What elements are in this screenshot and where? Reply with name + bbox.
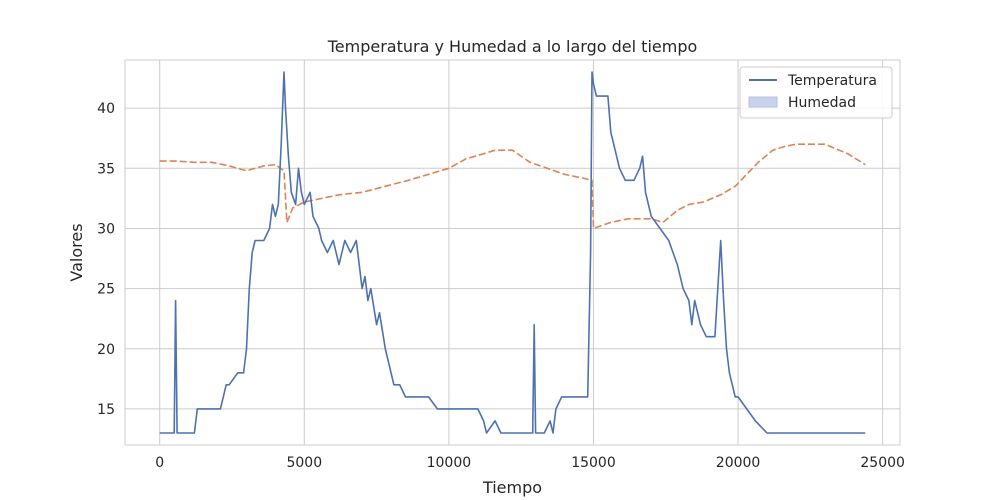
y-axis-label: Valores: [67, 223, 86, 281]
y-tick-label: 15: [97, 402, 115, 418]
x-tick-label: 5000: [286, 455, 322, 471]
y-tick-label: 20: [97, 342, 115, 358]
plot-area: [124, 59, 901, 446]
y-tick-label: 30: [97, 221, 115, 237]
x-axis-ticks: 0 5000 10000 15000 20000 25000: [155, 455, 905, 471]
x-tick-label: 10000: [427, 455, 472, 471]
x-axis-label: Tiempo: [482, 478, 542, 497]
grid-lines: [125, 60, 900, 445]
x-tick-label: 0: [155, 455, 164, 471]
legend-box: [739, 66, 893, 119]
y-tick-label: 40: [97, 101, 115, 117]
legend-humedad-label: Humedad: [788, 95, 856, 111]
x-tick-label: 15000: [571, 455, 616, 471]
legend-humedad-swatch: [748, 96, 778, 108]
legend: Temperatura Humedad: [739, 66, 893, 119]
y-tick-label: 35: [97, 161, 115, 177]
x-tick-label: 25000: [860, 455, 905, 471]
legend-temperatura-label: Temperatura: [787, 73, 877, 89]
series-layer: [159, 71, 866, 434]
y-axis-ticks: 15 20 25 30 35 40: [97, 101, 115, 418]
x-tick-label: 20000: [716, 455, 761, 471]
series-line-temperatura: [159, 71, 866, 434]
y-tick-label: 25: [97, 282, 115, 298]
chart-title: Temperatura y Humedad a lo largo del tie…: [327, 37, 698, 56]
